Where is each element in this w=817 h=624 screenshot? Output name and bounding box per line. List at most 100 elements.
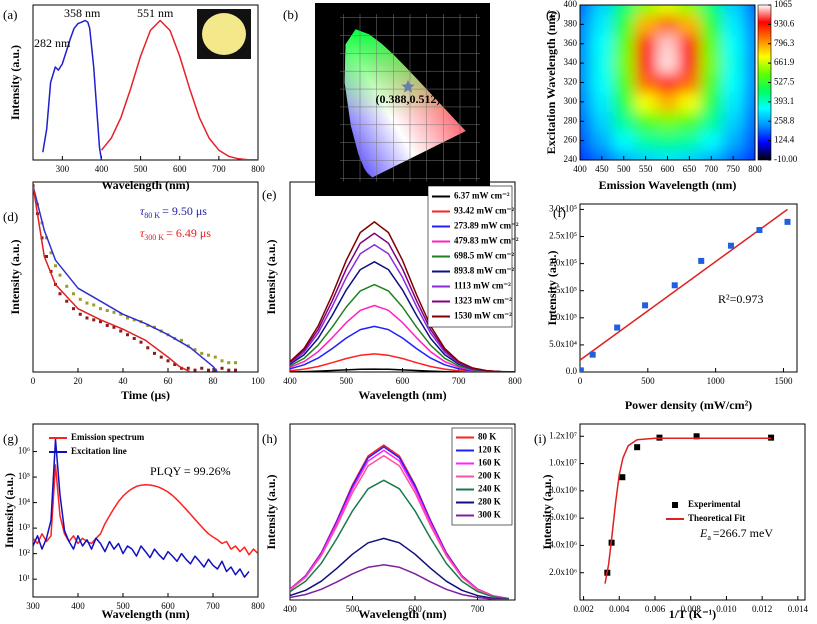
annotation-symbol: τ <box>140 204 145 218</box>
series-line <box>604 437 772 584</box>
marker <box>92 303 96 307</box>
colorbar-label: 124.4 <box>774 135 795 145</box>
heat-cell <box>612 92 636 113</box>
plot-frame <box>32 181 259 373</box>
heat-cell <box>700 14 723 35</box>
series-line <box>290 368 515 372</box>
x-tick-label: 300 <box>26 601 40 611</box>
y-tick-label: 2.0x10⁶ <box>549 567 577 577</box>
annotation-subscript: a <box>707 533 711 542</box>
x-axis-label: Time (μs) <box>121 388 170 402</box>
marker <box>58 292 62 296</box>
y-tick-label: 300 <box>564 96 578 106</box>
x-tick-label: 0.0 <box>338 183 350 193</box>
legend-label: Excitation line <box>71 446 127 456</box>
annotation: PLQY = 99.26% <box>150 464 231 478</box>
y-tick-label: 240 <box>564 154 578 164</box>
heat-cell <box>656 72 679 93</box>
x-tick-label: 80 <box>209 376 219 386</box>
y-axis-label: Intensity (a.u.) <box>2 473 16 548</box>
x-axis-label: Wavelength (nm) <box>358 607 446 621</box>
heat-cell <box>744 130 755 151</box>
x-tick-label: 800 <box>251 164 265 174</box>
annotation-subscript: 80 K <box>144 211 160 220</box>
legend-label: 273.89 mW cm⁻² <box>454 221 519 231</box>
marker <box>227 368 231 372</box>
x-axis-label: Wavelength (nm) <box>101 607 189 621</box>
heat-cell <box>580 92 592 113</box>
annotation: Ea =266.7 meV <box>699 526 773 542</box>
legend-label: 280 K <box>478 497 501 507</box>
x-tick-label: 400 <box>283 604 297 614</box>
colorbar-label: 527.5 <box>774 77 795 87</box>
heat-cell <box>612 14 636 35</box>
marker <box>173 363 177 367</box>
panel: 0.002 0.004 0.006 0.008 0.010 0.012 0.014 2.0x1… <box>534 423 808 621</box>
panel-label: (c) <box>546 7 560 22</box>
panel-label: (e) <box>262 187 276 202</box>
marker <box>220 359 224 363</box>
heat-cell <box>590 111 614 132</box>
heat-cell <box>744 150 755 160</box>
marker <box>200 351 204 355</box>
x-tick-label: 500 <box>617 164 631 174</box>
y-tick-label: 1.0x10⁷ <box>549 458 577 468</box>
series-line <box>290 221 515 372</box>
panel-label: (f) <box>553 205 566 220</box>
colorbar-label: 930.6 <box>774 18 795 28</box>
annotation: 551 nm <box>137 6 174 20</box>
legend-label: 300 K <box>478 510 501 520</box>
y-tick-label: 10⁶ <box>18 446 30 456</box>
marker <box>234 361 237 365</box>
x-tick-label: 0 <box>31 376 36 386</box>
x-axis-label: Power density (mW/cm²) <box>625 398 752 412</box>
heat-cell <box>612 150 636 160</box>
legend-label: 93.42 mW cm⁻² <box>454 206 514 216</box>
heat-cell <box>656 150 679 160</box>
annotation-symbol: τ <box>140 226 145 240</box>
x-tick-label: 500 <box>641 376 655 386</box>
annotation-symbol: E <box>699 526 708 540</box>
heat-cell <box>612 53 636 74</box>
heat-cell <box>590 14 614 35</box>
panel-label: (i) <box>534 431 546 446</box>
annotation: R²=0.973 <box>718 292 763 306</box>
heat-cell <box>634 150 658 160</box>
marker <box>619 474 626 481</box>
panel: 300 400 500 600 700 800 282 nm 358 nm 551 nm (a) W… <box>3 4 265 192</box>
x-tick-label: 700 <box>452 376 466 386</box>
heat-cell <box>722 92 745 113</box>
heat-cell <box>612 5 636 16</box>
marker <box>72 307 75 311</box>
marker <box>672 502 678 508</box>
legend-label: Emission spectrum <box>71 432 145 442</box>
marker <box>58 273 62 277</box>
heat-cell <box>612 130 636 151</box>
legend-label: 893.8 mW cm⁻² <box>454 266 514 276</box>
annotation-text: = 9.50 μs <box>162 204 207 218</box>
heat-cell <box>580 150 592 160</box>
y-axis-label: Intensity (a.u.) <box>545 250 559 325</box>
marker <box>78 312 82 316</box>
marker <box>213 355 217 359</box>
marker <box>159 355 163 359</box>
y-tick-label: 360 <box>564 38 578 48</box>
heat-cell <box>744 72 755 93</box>
y-tick-label: 0.8 <box>326 30 338 40</box>
y-tick-label: 10⁵ <box>18 471 30 481</box>
y-tick-label: 10³ <box>18 522 30 532</box>
legend-label: 1113 mW cm⁻² <box>454 281 511 291</box>
marker <box>207 353 210 357</box>
y-axis-label: Intensity (a.u.) <box>264 239 278 314</box>
heat-cell <box>700 53 723 74</box>
heat-cell <box>634 111 658 132</box>
x-tick-label: 600 <box>661 164 675 174</box>
heat-cell <box>590 53 614 74</box>
legend-frame <box>427 185 513 328</box>
heat-cell <box>634 92 658 113</box>
heat-cell <box>580 34 592 54</box>
legend-label: 120 K <box>478 445 501 455</box>
marker <box>220 366 224 370</box>
